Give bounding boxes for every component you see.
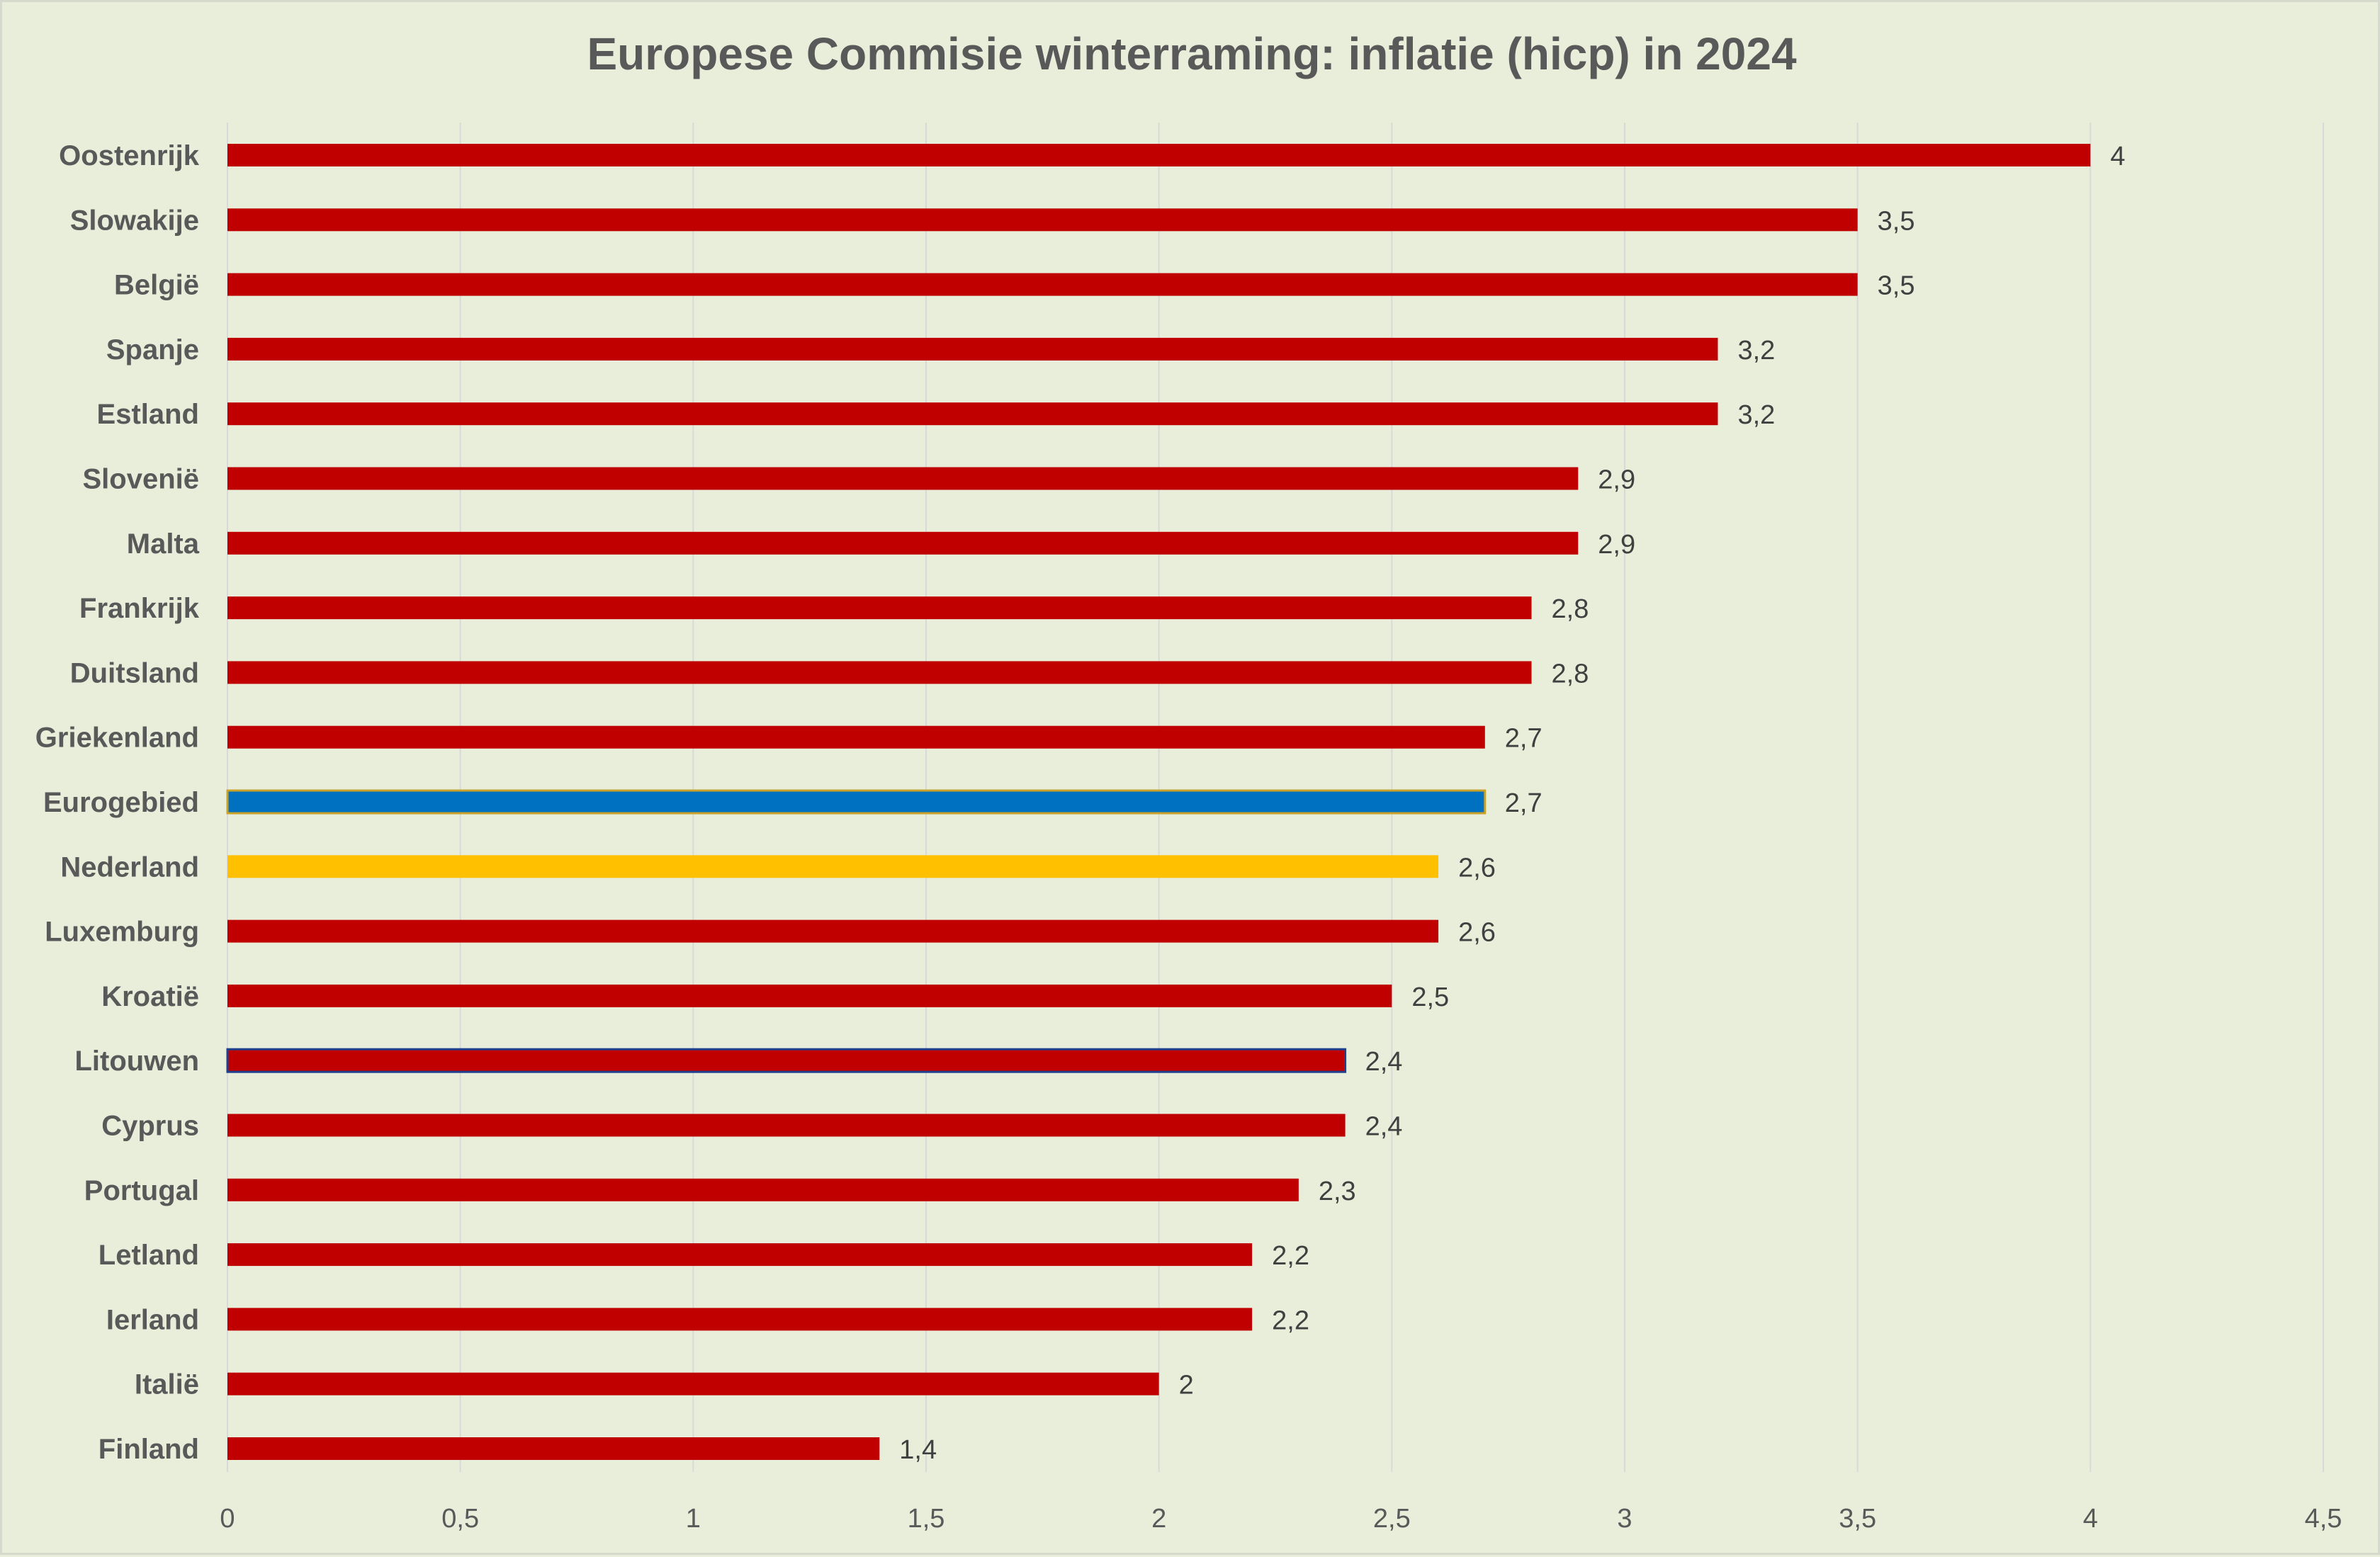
data-label: 2,2 — [1272, 1241, 1309, 1271]
x-tick-label: 1,5 — [908, 1504, 945, 1534]
category-label: Kroatië — [101, 981, 199, 1012]
category-label: Oostenrijk — [59, 140, 200, 171]
data-label: 2,7 — [1505, 724, 1543, 754]
category-label: Italië — [135, 1369, 199, 1400]
x-tick-label: 4,5 — [2305, 1504, 2342, 1534]
bar — [227, 1437, 880, 1460]
category-label: Slovenië — [82, 464, 199, 495]
bar — [227, 144, 2091, 166]
data-label: 3,5 — [1878, 271, 1915, 301]
data-label: 2,2 — [1272, 1306, 1309, 1335]
category-label: Frankrijk — [79, 593, 200, 624]
bar — [226, 789, 1487, 815]
data-label: 3,5 — [1878, 206, 1915, 236]
category-label: Cyprus — [101, 1111, 199, 1142]
data-label: 2,9 — [1598, 530, 1635, 560]
category-label: Ierland — [106, 1304, 199, 1335]
category-label: Portugal — [84, 1175, 199, 1206]
data-label: 2 — [1179, 1371, 1194, 1400]
bar — [227, 208, 1858, 232]
data-label: 2,4 — [1365, 1112, 1403, 1142]
category-label: Slowakije — [70, 205, 199, 236]
bar — [227, 661, 1532, 684]
x-tick-label: 4 — [2083, 1504, 2098, 1534]
x-tick-label: 2,5 — [1373, 1504, 1411, 1534]
bar — [227, 984, 1392, 1007]
data-label: 2,6 — [1458, 918, 1496, 948]
bar — [227, 337, 1718, 361]
x-tick-label: 3,5 — [1839, 1504, 1876, 1534]
data-label: 2,9 — [1598, 465, 1635, 495]
data-label: 4 — [2110, 142, 2125, 171]
category-label: Duitsland — [70, 657, 199, 689]
category-label: Malta — [127, 528, 200, 560]
data-label: 2,4 — [1365, 1047, 1403, 1077]
category-label: Nederland — [60, 851, 199, 883]
x-axis-tick-labels: 0 0,5 1 1,5 2 2,5 3 3,5 4 4,5 — [220, 1504, 2342, 1534]
bar — [227, 1178, 1299, 1201]
value-labels: 4 3,5 3,5 3,2 3,2 2,9 2,9 2,8 2,8 2,7 2,7 2,6 2,6 2,5… — [899, 142, 2125, 1465]
bar — [226, 1048, 1347, 1073]
category-label: Estland — [97, 399, 199, 430]
data-label: 3,2 — [1737, 400, 1775, 430]
bar — [227, 467, 1579, 490]
chart-title: Europese Commisie winterraming: inflatie… — [587, 28, 1796, 79]
data-label: 2,7 — [1505, 788, 1543, 818]
x-tick-label: 0,5 — [441, 1504, 479, 1534]
data-label: 2,3 — [1319, 1177, 1356, 1206]
data-label: 2,8 — [1552, 659, 1589, 689]
bar — [227, 273, 1858, 296]
data-label: 2,6 — [1458, 853, 1496, 883]
x-tick-label: 0 — [220, 1504, 235, 1534]
bar — [227, 1308, 1253, 1331]
category-label: Letland — [98, 1240, 199, 1271]
bars — [226, 144, 2091, 1460]
bar — [227, 1243, 1253, 1267]
data-label: 2,8 — [1552, 594, 1589, 624]
category-label: Finland — [98, 1434, 199, 1465]
x-tick-label: 2 — [1151, 1504, 1166, 1534]
x-tick-label: 1 — [686, 1504, 701, 1534]
bar — [227, 596, 1532, 620]
category-labels: Oostenrijk Slowakije België Spanje Estland Sl… — [35, 140, 200, 1465]
category-label: Griekenland — [35, 723, 199, 754]
category-label: Spanje — [106, 334, 199, 366]
bar — [227, 725, 1485, 749]
data-label: 1,4 — [899, 1435, 937, 1465]
bar — [227, 531, 1579, 555]
data-label: 2,5 — [1411, 983, 1449, 1012]
bar — [227, 855, 1439, 878]
x-tick-label: 3 — [1617, 1504, 1632, 1534]
bar — [227, 919, 1439, 943]
bar — [227, 402, 1718, 426]
bar — [227, 1114, 1346, 1137]
bar — [227, 1372, 1159, 1395]
data-label: 3,2 — [1737, 336, 1775, 366]
category-label: Litouwen — [74, 1046, 199, 1077]
category-label: België — [114, 270, 199, 301]
category-label: Eurogebied — [43, 787, 199, 818]
category-label: Luxemburg — [45, 917, 199, 948]
